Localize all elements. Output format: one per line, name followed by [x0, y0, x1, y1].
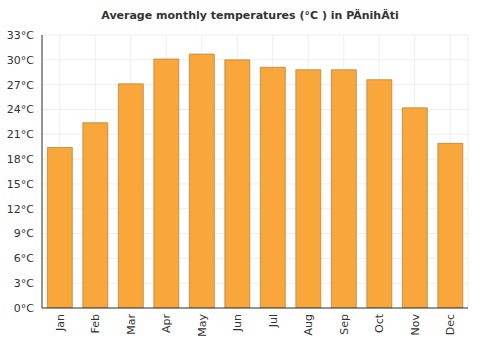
- svg-text:Jun: Jun: [231, 314, 244, 332]
- svg-text:18°C: 18°C: [8, 153, 34, 166]
- svg-text:Sep: Sep: [338, 314, 351, 335]
- svg-text:Oct: Oct: [373, 313, 386, 333]
- svg-text:9°C: 9°C: [14, 227, 34, 240]
- svg-text:27°C: 27°C: [8, 79, 34, 92]
- svg-text:Dec: Dec: [444, 314, 457, 335]
- svg-text:Feb: Feb: [89, 314, 102, 333]
- svg-text:Jan: Jan: [54, 314, 67, 332]
- svg-text:6°C: 6°C: [14, 252, 34, 265]
- svg-text:Nov: Nov: [409, 314, 422, 336]
- svg-text:3°C: 3°C: [14, 277, 34, 290]
- svg-text:Mar: Mar: [125, 314, 138, 335]
- svg-text:24°C: 24°C: [8, 103, 34, 116]
- html-text:Average monthly temperatures (: Average monthly temperatures (°C ) in PÄ…: [101, 9, 399, 22]
- svg-text:21°C: 21°C: [8, 128, 34, 141]
- svg-text:Apr: Apr: [160, 314, 173, 334]
- svg-text:0°C: 0°C: [14, 302, 34, 315]
- svg-text:33°C: 33°C: [8, 29, 34, 42]
- svg-text:May: May: [196, 314, 209, 337]
- svg-text:Aug: Aug: [302, 314, 315, 335]
- svg-text:15°C: 15°C: [8, 178, 34, 191]
- svg-text:12°C: 12°C: [8, 203, 34, 216]
- svg-text:30°C: 30°C: [8, 54, 34, 67]
- svg-text:Jul: Jul: [267, 314, 280, 328]
